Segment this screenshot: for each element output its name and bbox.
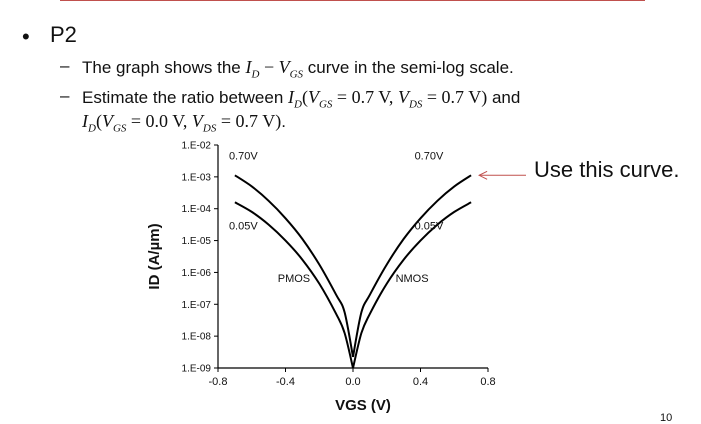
chart-annotation: 0.05V (229, 220, 258, 232)
x-tick-label: -0.4 (276, 376, 295, 388)
chart-annotation: 0.70V (415, 150, 444, 162)
series-line-left (234, 201, 354, 369)
bullet-dot: • (22, 24, 30, 49)
y-tick-label: 1.E-02 (182, 141, 212, 152)
x-tick-label: 0.8 (480, 376, 495, 388)
sub-bullet-graph-description: The graph shows the ID − VGS curve in th… (82, 57, 514, 81)
callout-label: Use this curve. (534, 157, 680, 182)
top-divider (60, 0, 645, 1)
sub-bullet-ratio-line2: ID(VGS = 0.0 V, VDS = 0.7 V). (82, 111, 286, 135)
x-axis-label: VGS (V) (335, 397, 391, 414)
series-line-right (352, 201, 472, 369)
chart-annotation: PMOS (278, 273, 310, 285)
y-axis-label: ID (A/µm) (146, 223, 163, 289)
y-tick-label: 1.E-09 (182, 364, 212, 375)
page-number: 10 (660, 412, 673, 424)
y-tick-label: 1.E-07 (182, 300, 212, 311)
sub-bullet-dash: – (60, 86, 70, 105)
bullet-title: P2 (50, 22, 77, 47)
y-tick-label: 1.E-04 (182, 204, 212, 215)
chart-annotation: 0.05V (415, 220, 444, 232)
y-tick-label: 1.E-08 (182, 332, 212, 343)
chart-annotation: 0.70V (229, 150, 258, 162)
series-line-right (352, 174, 472, 358)
series-line-left (234, 174, 354, 358)
callout-arrow-head (478, 170, 488, 180)
x-tick-label: -0.8 (209, 376, 228, 388)
x-tick-label: 0.0 (345, 376, 360, 388)
y-tick-label: 1.E-03 (182, 172, 212, 183)
y-tick-label: 1.E-06 (182, 268, 212, 279)
x-tick-label: 0.4 (413, 376, 428, 388)
y-tick-label: 1.E-05 (182, 236, 212, 247)
chart-annotation: NMOS (396, 273, 429, 285)
sub-bullet-dash: – (60, 56, 70, 75)
sub-bullet-ratio-line1: Estimate the ratio between ID(VGS = 0.7 … (82, 87, 521, 111)
